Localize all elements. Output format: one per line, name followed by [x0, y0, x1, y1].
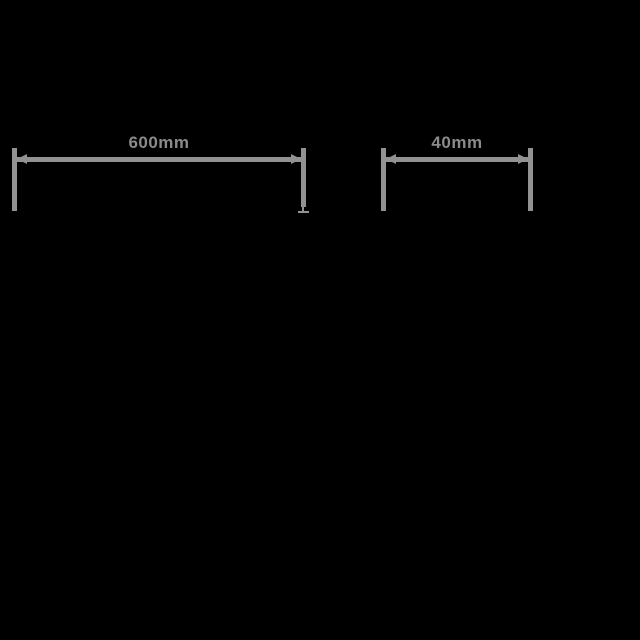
down-arrow-mark-stem [302, 207, 304, 212]
depth-dimension-label: 40mm [431, 133, 483, 152]
depth-dimension-line [386, 157, 528, 162]
width-dimension-label: 600mm [128, 133, 190, 152]
arrow-right-icon [518, 154, 528, 164]
width-left-tick [12, 148, 17, 211]
down-arrow-mark-bar [298, 211, 309, 213]
depth-right-tick [528, 148, 533, 211]
width-dimension-line [17, 157, 301, 162]
arrow-right-icon [291, 154, 301, 164]
arrow-left-icon [17, 154, 27, 164]
width-right-tick [301, 148, 306, 207]
arrow-left-icon [386, 154, 396, 164]
depth-left-tick [381, 148, 386, 211]
